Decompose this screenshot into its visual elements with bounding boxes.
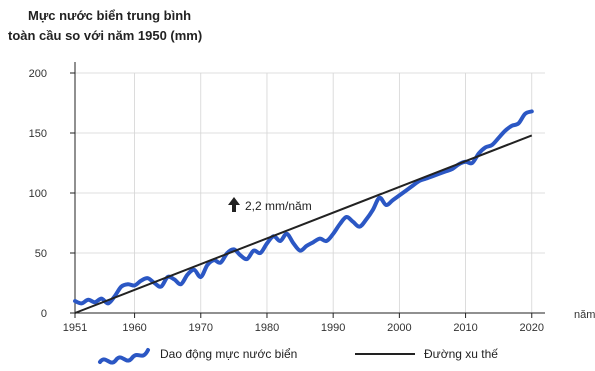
chart-title: Mực nước biển trung bình toàn cầu so với… — [8, 8, 202, 43]
y-tick-label: 200 — [29, 68, 47, 80]
x-tick-label: 1970 — [189, 322, 213, 334]
x-tick-label: 2010 — [453, 322, 477, 334]
x-tick-label: 1951 — [63, 322, 87, 334]
x-axis-unit: năm — [574, 309, 595, 321]
x-tick-label: 2000 — [387, 322, 411, 334]
x-axis-ticks: 1951 1960 1970 1980 1990 2000 2010 2020 — [63, 313, 544, 334]
y-tick-label: 150 — [29, 128, 47, 140]
trend-annotation: 2,2 mm/năm — [228, 197, 312, 213]
arrow-up-icon — [228, 197, 240, 212]
legend-label-series: Dao động mực nước biển — [160, 347, 297, 361]
y-tick-label: 100 — [29, 188, 47, 200]
y-tick-label: 0 — [41, 308, 47, 320]
legend: Dao động mực nước biển Đường xu thế — [98, 347, 498, 365]
series-line-trend — [74, 134, 533, 314]
y-axis-ticks: 0 50 100 150 200 — [29, 68, 75, 320]
x-tick-label: 1980 — [255, 322, 279, 334]
series-line-sea-level — [73, 109, 534, 306]
title-line-1: Mực nước biển trung bình — [28, 8, 191, 23]
trend-rate-label: 2,2 mm/năm — [245, 199, 312, 213]
title-line-2: toàn cầu so với năm 1950 (mm) — [8, 28, 202, 43]
legend-label-trend: Đường xu thế — [424, 347, 498, 361]
legend-swatch-series — [98, 348, 150, 365]
series-layer — [73, 109, 534, 314]
y-tick-label: 50 — [35, 248, 47, 260]
x-tick-label: 1990 — [321, 322, 345, 334]
x-tick-label: 1960 — [122, 322, 146, 334]
x-tick-label: 2020 — [520, 322, 544, 334]
